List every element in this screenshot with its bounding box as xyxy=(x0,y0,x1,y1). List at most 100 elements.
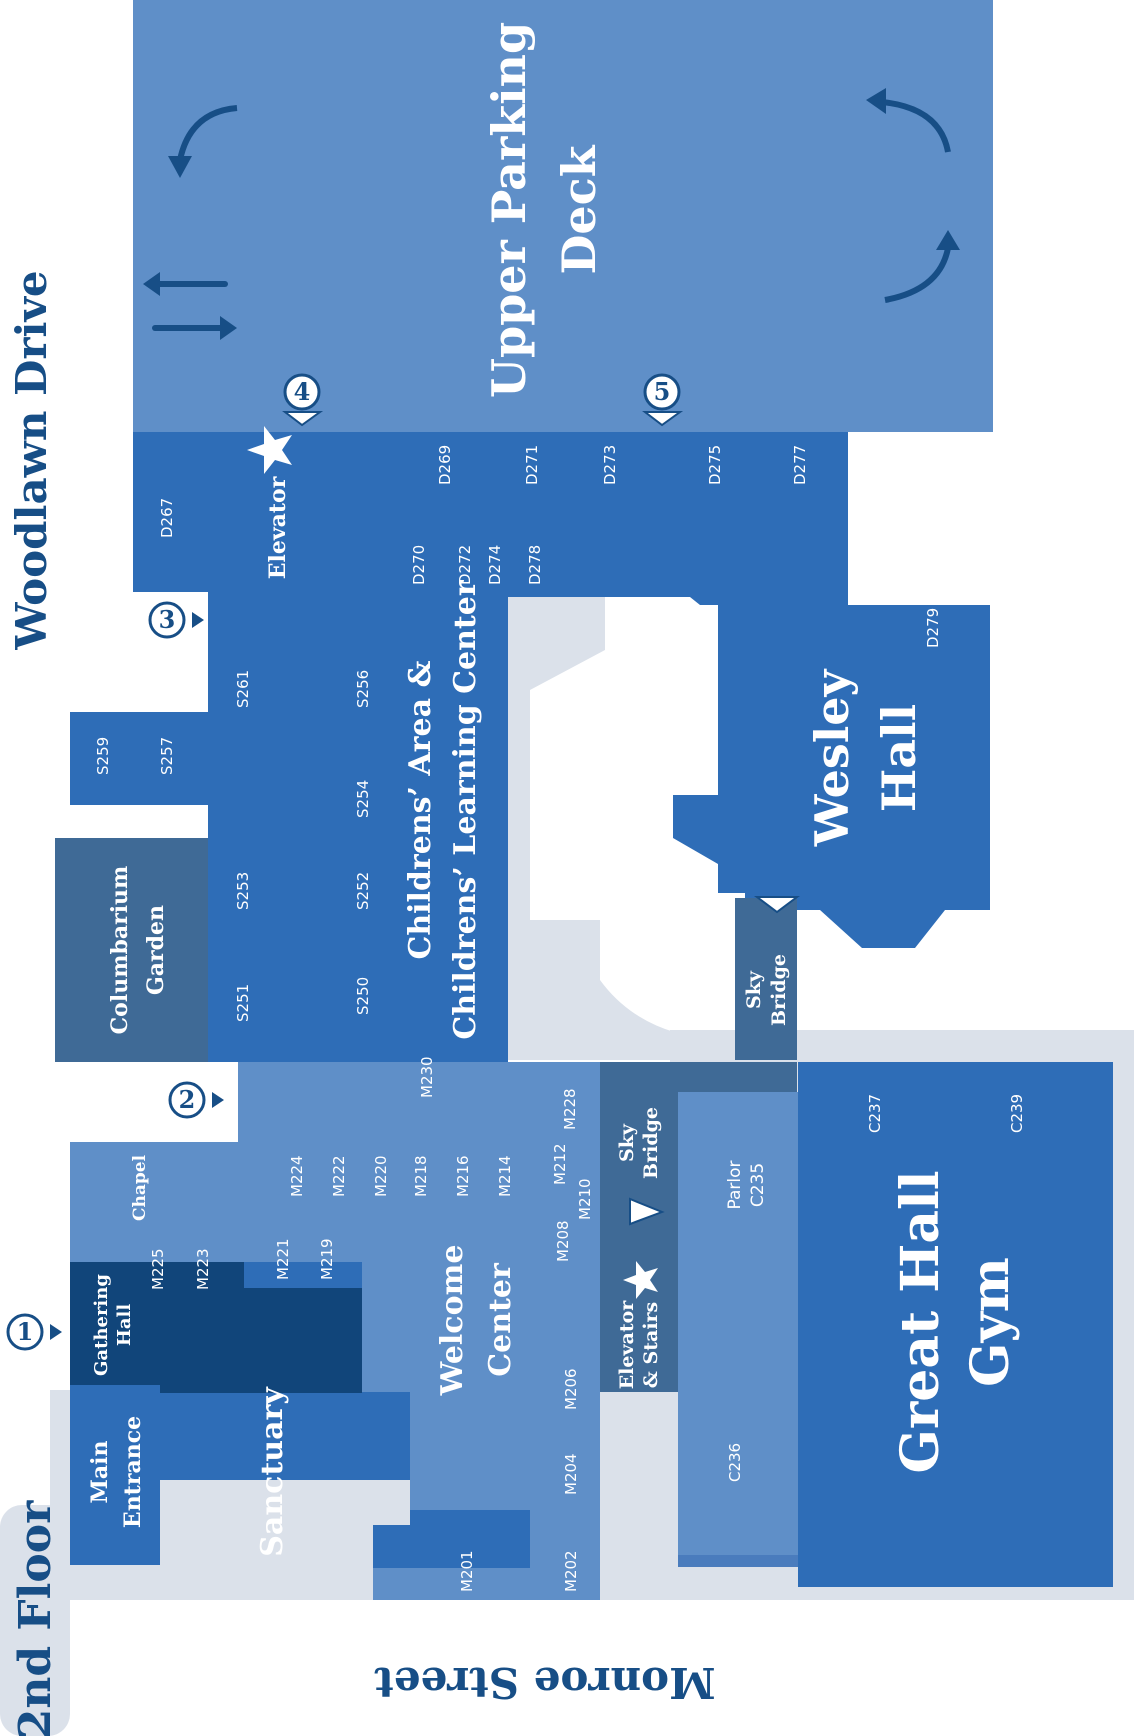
room-d272: D272 xyxy=(456,545,474,585)
childrens-area-label-1: Childrens’ Area & xyxy=(403,660,438,959)
sky-bridge-north-label-1: Sky xyxy=(743,970,765,1009)
circular-arrow-icon xyxy=(866,88,886,114)
entrance-1-number: 1 xyxy=(17,1317,34,1346)
room-m216: M216 xyxy=(454,1155,472,1197)
room-numbers: D267 D269 D271 D273 D275 D277 D270 D272 … xyxy=(94,445,1026,1592)
columbarium-label-1: Columbarium xyxy=(107,866,133,1035)
circular-arrow-icon xyxy=(881,99,951,153)
entrance-circle-icon xyxy=(168,1081,206,1119)
entrance-pointer-icon xyxy=(50,1324,62,1340)
entrance-marker-icon xyxy=(629,1197,665,1226)
entrance-pointer-icon xyxy=(192,612,204,628)
entrance-circle-icon xyxy=(6,1313,44,1351)
entrance-marker-icon xyxy=(282,411,324,427)
entrance-circle-icon xyxy=(643,373,681,411)
room-d269: D269 xyxy=(436,445,454,485)
wesley-hall-label-2: Hall xyxy=(872,704,926,812)
upper-parking-deck xyxy=(133,0,993,432)
room-m221: M221 xyxy=(274,1238,292,1280)
room-d278: D278 xyxy=(526,545,544,585)
entrance-2[interactable]: 2 xyxy=(168,1081,224,1119)
sky-bridge-north-label-2: Bridge xyxy=(768,954,790,1026)
room-d267: D267 xyxy=(158,498,176,538)
sky-bridge-south-label-1: Sky xyxy=(616,1123,638,1162)
welcome-center-label-2: Center xyxy=(483,1262,518,1377)
walkway-courtyard xyxy=(505,590,720,1060)
columbarium-garden xyxy=(55,838,208,1062)
floor-tab xyxy=(0,1505,70,1736)
room-d271: D271 xyxy=(523,445,541,485)
great-hall-gym xyxy=(798,1062,1113,1587)
main-entrance-label-2: Entrance xyxy=(120,1416,146,1528)
room-s261: S261 xyxy=(234,670,252,708)
gathering-hall xyxy=(70,1262,362,1393)
room-s254: S254 xyxy=(354,780,372,818)
arrow-icon xyxy=(152,281,228,331)
room-s256: S256 xyxy=(354,670,372,708)
room-m208: M208 xyxy=(554,1220,572,1262)
entrance-3[interactable]: 3 xyxy=(148,601,204,639)
room-m204: M204 xyxy=(562,1453,580,1495)
circular-arrow-icon xyxy=(936,230,960,250)
parlor-ledge xyxy=(678,1555,798,1567)
main-entrance xyxy=(70,1385,160,1565)
room-d277: D277 xyxy=(791,445,809,485)
room-m224: M224 xyxy=(288,1155,306,1197)
room-d270: D270 xyxy=(410,545,428,585)
elevator-label: Elevator xyxy=(265,476,291,579)
entrance-1[interactable]: 1 xyxy=(6,1313,62,1351)
room-m223: M223 xyxy=(194,1248,212,1290)
entrance-circle-icon xyxy=(283,373,321,411)
elevator-stairs-label-2: & Stairs xyxy=(640,1302,662,1389)
entrance-marker-icon xyxy=(642,411,684,427)
circular-arrow-icon xyxy=(884,247,951,303)
wesley-hall-label-1: Wesley xyxy=(805,668,859,847)
star-icon xyxy=(623,1261,658,1299)
parlor xyxy=(678,1092,798,1565)
room-m230: M230 xyxy=(418,1056,436,1098)
parlor-label-1: Parlor xyxy=(725,1160,745,1209)
room-d275: D275 xyxy=(706,445,724,485)
room-m210: M210 xyxy=(576,1178,594,1220)
gathering-hall-label-2: Hall xyxy=(114,1304,135,1347)
street-monroe-street: Monroe Street xyxy=(374,1658,716,1707)
room-m202: M202 xyxy=(562,1550,580,1592)
room-m214: M214 xyxy=(496,1155,514,1197)
entrance-circle-icon xyxy=(148,601,186,639)
room-d273: D273 xyxy=(601,445,619,485)
upper-parking-label-1: Upper Parking xyxy=(482,22,536,398)
welcome-center xyxy=(70,1062,600,1600)
parlor-label-2: C235 xyxy=(748,1163,768,1207)
arrow-icon xyxy=(220,316,237,340)
entrance-5-number: 5 xyxy=(654,377,671,406)
elevator-stairs-label-1: Elevator xyxy=(616,1300,638,1390)
room-m220: M220 xyxy=(372,1155,390,1197)
room-m228: M228 xyxy=(561,1088,579,1130)
sky-bridge-north xyxy=(735,898,797,1060)
room-m222: M222 xyxy=(330,1155,348,1197)
entrance-marker-icon xyxy=(754,896,800,914)
circular-arrow-icon xyxy=(177,105,238,161)
room-m225: M225 xyxy=(149,1248,167,1290)
sky-bridge-south-label-2: Bridge xyxy=(640,1107,662,1179)
room-m201: M201 xyxy=(458,1550,476,1592)
columbarium-label-2: Garden xyxy=(143,905,169,995)
entrance-4-number: 4 xyxy=(294,377,311,406)
room-s250: S250 xyxy=(354,977,372,1015)
room-m218: M218 xyxy=(412,1155,430,1197)
childrens-area-label-2: Childrens’ Learning Center xyxy=(448,579,483,1040)
upper-parking-label-2: Deck xyxy=(552,144,606,274)
arrow-icon xyxy=(143,272,160,296)
entrance-4[interactable]: 4 xyxy=(283,373,321,411)
entrance-2-number: 2 xyxy=(179,1085,196,1114)
entrance-5[interactable]: 5 xyxy=(643,373,681,411)
main-entrance-label-1: Main xyxy=(87,1441,113,1504)
welcome-center-label-1: Welcome xyxy=(435,1245,470,1397)
gathering-hall-label-1: Gathering xyxy=(91,1274,112,1376)
entrance-3-number: 3 xyxy=(159,605,176,634)
chapel-label: Chapel xyxy=(130,1154,150,1221)
sanctuary-label: Sanctuary xyxy=(255,1386,290,1557)
room-c236: C236 xyxy=(726,1443,744,1482)
great-hall-label-2: Gym xyxy=(960,1257,1021,1387)
